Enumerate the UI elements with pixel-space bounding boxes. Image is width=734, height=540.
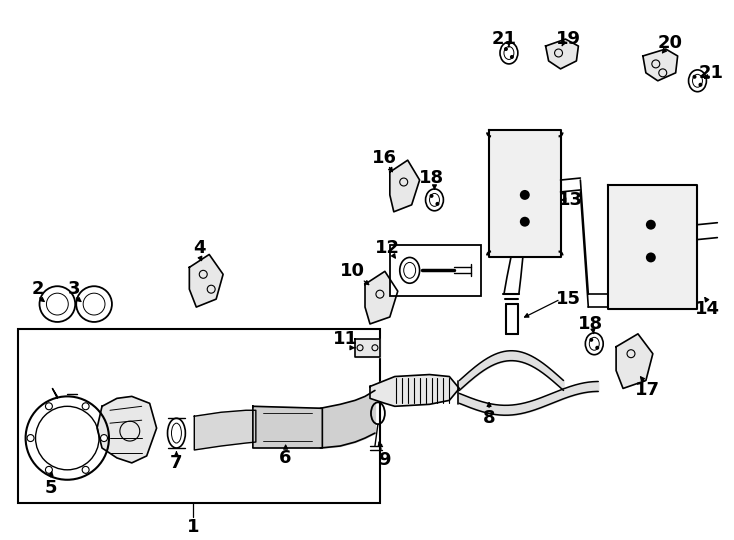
Text: 19: 19 (556, 30, 581, 48)
Text: 8: 8 (483, 409, 495, 427)
Polygon shape (195, 410, 256, 450)
Bar (18, 329, 380, 503)
Circle shape (429, 194, 434, 198)
Circle shape (699, 83, 702, 87)
Polygon shape (355, 339, 380, 357)
Circle shape (46, 467, 52, 474)
Circle shape (504, 47, 508, 51)
Text: 10: 10 (340, 262, 365, 280)
Text: 21: 21 (492, 30, 517, 48)
Text: 21: 21 (699, 64, 724, 82)
Text: 4: 4 (193, 239, 206, 256)
Polygon shape (365, 271, 398, 324)
Polygon shape (643, 49, 677, 81)
Text: 20: 20 (657, 34, 682, 52)
Polygon shape (608, 185, 697, 309)
Bar (390, 245, 481, 296)
Polygon shape (489, 130, 561, 258)
Text: 18: 18 (419, 169, 444, 187)
Text: 11: 11 (333, 330, 357, 348)
Text: 1: 1 (187, 518, 200, 536)
Polygon shape (390, 160, 420, 212)
Polygon shape (253, 406, 322, 448)
Circle shape (27, 435, 34, 442)
Circle shape (589, 338, 593, 342)
Polygon shape (616, 334, 653, 388)
Polygon shape (189, 254, 223, 307)
Circle shape (82, 403, 89, 410)
Text: 18: 18 (578, 315, 603, 333)
Text: 17: 17 (636, 381, 661, 400)
Circle shape (646, 253, 655, 262)
Text: 7: 7 (170, 454, 183, 472)
Circle shape (692, 75, 697, 79)
Text: 5: 5 (44, 478, 57, 497)
Text: 6: 6 (280, 449, 292, 467)
Circle shape (46, 403, 52, 410)
Circle shape (510, 55, 514, 59)
Text: 9: 9 (379, 451, 391, 469)
Polygon shape (545, 39, 578, 69)
Text: 2: 2 (32, 280, 44, 298)
Polygon shape (370, 375, 459, 406)
Text: 16: 16 (372, 149, 397, 167)
Text: 14: 14 (695, 300, 720, 318)
Text: 12: 12 (375, 239, 400, 256)
Circle shape (101, 435, 107, 442)
Circle shape (520, 190, 530, 200)
Text: 13: 13 (558, 191, 583, 209)
Circle shape (646, 220, 655, 229)
Circle shape (520, 217, 530, 227)
Circle shape (595, 346, 599, 350)
Text: 15: 15 (556, 290, 581, 308)
Circle shape (82, 467, 89, 474)
Circle shape (435, 202, 440, 206)
Text: 3: 3 (68, 280, 81, 298)
Polygon shape (97, 396, 156, 463)
